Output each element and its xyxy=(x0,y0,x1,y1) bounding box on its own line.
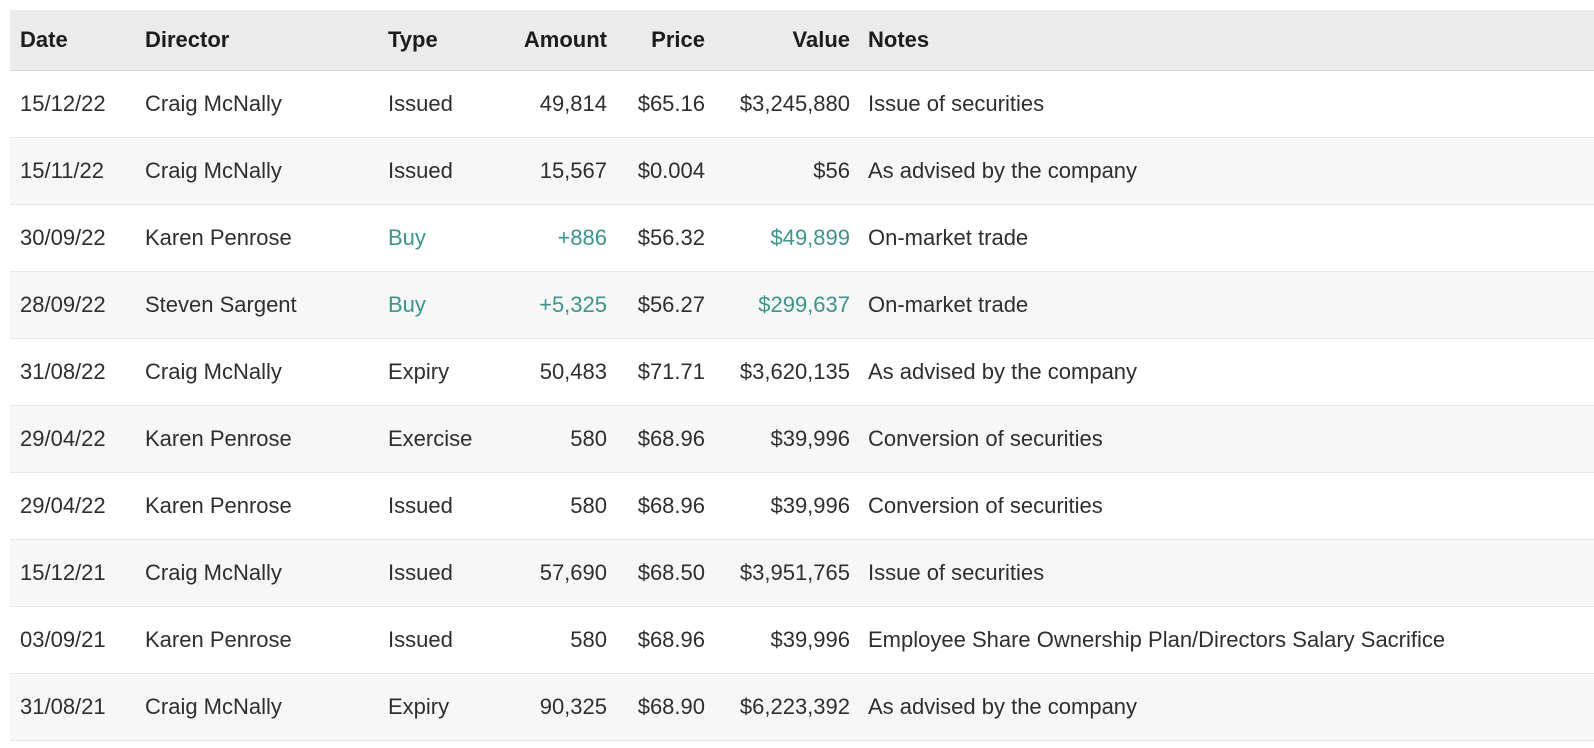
cell-type: Issued xyxy=(388,91,453,116)
cell-type: Expiry xyxy=(388,673,510,741)
cell-director: Karen Penrose xyxy=(145,606,388,674)
cell-value: $3,951,765 xyxy=(713,539,858,607)
cell-notes: Issue of securities xyxy=(868,91,1045,116)
cell-notes: Conversion of securities xyxy=(858,405,1594,473)
cell-director: Karen Penrose xyxy=(145,405,388,473)
cell-amount: 49,814 xyxy=(539,91,607,116)
cell-notes: As advised by the company xyxy=(858,673,1594,741)
cell-amount: +886 xyxy=(510,204,615,272)
cell-price: $68.50 xyxy=(615,539,713,607)
cell-price: $71.71 xyxy=(615,338,713,406)
cell-notes: Issue of securities xyxy=(858,539,1594,607)
cell-date: 28/09/22 xyxy=(10,271,145,339)
cell-director: Craig McNally xyxy=(145,338,388,406)
cell-amount: 90,325 xyxy=(510,673,615,741)
cell-price: $68.96 xyxy=(615,472,713,540)
cell-date: 15/12/22 xyxy=(20,91,106,116)
cell-director: Craig McNally xyxy=(145,137,388,205)
cell-director: Craig McNally xyxy=(145,673,388,741)
cell-type: Issued xyxy=(388,472,510,540)
cell-value: $39,996 xyxy=(713,606,858,674)
cell-price: $56.27 xyxy=(615,271,713,339)
column-header-price: Price xyxy=(615,10,713,71)
table-row: 31/08/22 Craig McNally Expiry 50,483 $71.71 $… xyxy=(10,338,1594,406)
cell-date: 30/09/22 xyxy=(10,204,145,272)
cell-date: 29/04/22 xyxy=(10,472,145,540)
cell-notes: As advised by the company xyxy=(858,137,1594,205)
cell-notes: Conversion of securities xyxy=(858,472,1594,540)
director-transactions-panel: Date Director Type Amount Price Value Notes 15… xyxy=(10,10,1594,741)
column-header-notes: Notes xyxy=(858,10,1594,71)
cell-director: Steven Sargent xyxy=(145,271,388,339)
column-header-amount: Amount xyxy=(510,10,615,71)
cell-director: Craig McNally xyxy=(145,91,282,116)
cell-date: 29/04/22 xyxy=(10,405,145,473)
director-transactions-table: Date Director Type Amount Price Value Notes 15… xyxy=(10,10,1594,741)
table-row: 15/11/22 Craig McNally Issued 15,567 $0.004 $… xyxy=(10,137,1594,205)
cell-notes: As advised by the company xyxy=(858,338,1594,406)
cell-value: $299,637 xyxy=(713,271,858,339)
table-row: 29/04/22 Karen Penrose Exercise 580 $68.96 $3… xyxy=(10,405,1594,473)
table-row: 28/09/22 Steven Sargent Buy +5,325 $56.27 $29… xyxy=(10,271,1594,339)
cell-price: $65.16 xyxy=(637,91,705,116)
cell-value: $39,996 xyxy=(713,472,858,540)
cell-amount: +5,325 xyxy=(510,271,615,339)
cell-value: $3,620,135 xyxy=(713,338,858,406)
cell-price: $0.004 xyxy=(615,137,713,205)
cell-value: $56 xyxy=(713,137,858,205)
cell-type: Expiry xyxy=(388,338,510,406)
table-body: 15/12/22 Craig McNally Issued 49,814 $65.16 $… xyxy=(10,71,1594,741)
cell-date: 15/11/22 xyxy=(10,137,145,205)
column-header-value: Value xyxy=(713,10,858,71)
cell-director: Craig McNally xyxy=(145,539,388,607)
column-header-date: Date xyxy=(10,10,145,71)
cell-director: Karen Penrose xyxy=(145,204,388,272)
cell-date: 03/09/21 xyxy=(10,606,145,674)
cell-date: 15/12/21 xyxy=(10,539,145,607)
cell-amount: 57,690 xyxy=(510,539,615,607)
cell-notes: On-market trade xyxy=(858,204,1594,272)
table-row: 15/12/22 Craig McNally Issued 49,814 $65.16 $… xyxy=(10,71,1594,138)
table-row: 30/09/22 Karen Penrose Buy +886 $56.32 $49,89… xyxy=(10,204,1594,272)
column-header-type: Type xyxy=(388,10,510,71)
cell-value: $3,245,880 xyxy=(739,91,850,116)
cell-notes: On-market trade xyxy=(858,271,1594,339)
cell-type: Issued xyxy=(388,606,510,674)
cell-value: $6,223,392 xyxy=(713,673,858,741)
cell-amount: 580 xyxy=(510,606,615,674)
cell-type: Exercise xyxy=(388,405,510,473)
cell-director: Karen Penrose xyxy=(145,472,388,540)
cell-price: $68.90 xyxy=(615,673,713,741)
cell-price: $56.32 xyxy=(615,204,713,272)
cell-price: $68.96 xyxy=(615,405,713,473)
cell-amount: 580 xyxy=(510,405,615,473)
cell-type: Buy xyxy=(388,271,510,339)
cell-notes: Employee Share Ownership Plan/Directors … xyxy=(858,606,1594,674)
table-row: 29/04/22 Karen Penrose Issued 580 $68.96 $39,… xyxy=(10,472,1594,540)
cell-amount: 50,483 xyxy=(510,338,615,406)
table-header-row: Date Director Type Amount Price Value Notes xyxy=(10,10,1594,71)
table-row: 31/08/21 Craig McNally Expiry 90,325 $68.90 $… xyxy=(10,673,1594,741)
cell-type: Buy xyxy=(388,204,510,272)
table-header: Date Director Type Amount Price Value Notes xyxy=(10,10,1594,71)
table-row: 03/09/21 Karen Penrose Issued 580 $68.96 $39,… xyxy=(10,606,1594,674)
table-row: 15/12/21 Craig McNally Issued 57,690 $68.50 $… xyxy=(10,539,1594,607)
cell-value: $49,899 xyxy=(713,204,858,272)
cell-date: 31/08/22 xyxy=(10,338,145,406)
cell-type: Issued xyxy=(388,137,510,205)
cell-value: $39,996 xyxy=(713,405,858,473)
cell-date: 31/08/21 xyxy=(10,673,145,741)
cell-price: $68.96 xyxy=(615,606,713,674)
cell-amount: 580 xyxy=(510,472,615,540)
column-header-director: Director xyxy=(145,10,388,71)
cell-amount: 15,567 xyxy=(510,137,615,205)
cell-type: Issued xyxy=(388,539,510,607)
